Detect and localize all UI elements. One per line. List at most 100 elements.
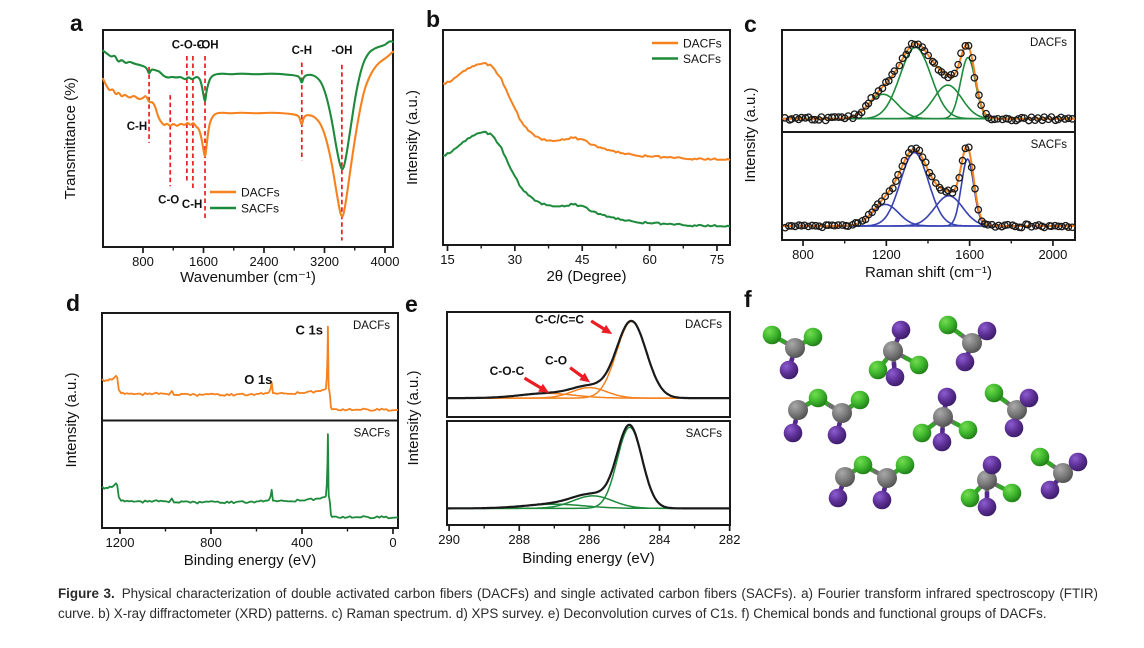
sacfs-survey-curve (101, 433, 399, 520)
raman-data-point (888, 184, 897, 193)
raman-data-point (930, 59, 939, 67)
purple-atom (779, 360, 799, 380)
raman-data-point (890, 67, 899, 76)
x-tick-label: 1200 (872, 247, 901, 262)
xrd-x-axis-title: 2θ (Degree) (546, 268, 626, 285)
raman-data-points (781, 39, 1077, 125)
raman-data-point (849, 114, 857, 123)
raman-data-point (867, 94, 876, 102)
x-tick-label: 60 (642, 252, 656, 267)
raman-data-point (902, 50, 911, 59)
purple-atom (891, 320, 911, 340)
raman-data-point (931, 179, 940, 187)
carbon-atom (933, 407, 953, 427)
green-atom (909, 355, 929, 375)
raman-data-point (900, 156, 909, 165)
raman-data-point (800, 221, 809, 230)
x-tick-label: 290 (438, 532, 460, 547)
x-tick-label: 15 (440, 252, 454, 267)
raman-data-point (787, 115, 796, 123)
raman-data-point (854, 219, 862, 227)
x-tick-label: 1600 (955, 247, 984, 262)
molecule-2 (868, 320, 929, 387)
purple-atom (977, 497, 997, 517)
green-atom (958, 420, 978, 440)
carbon-atom (1053, 463, 1073, 483)
x-tick-label: 282 (719, 532, 741, 547)
raman-data-point (964, 143, 973, 152)
figure-caption: Figure 3. Physical characterization of do… (58, 584, 1098, 624)
x-tick-label: 284 (649, 532, 671, 547)
sacfs-xrd-curve (442, 130, 731, 228)
raman-data-point (1027, 222, 1036, 231)
x-tick-label: 800 (792, 247, 814, 262)
carbon-atom (832, 403, 852, 423)
x-tick-label: 0 (389, 535, 396, 550)
raman-data-point (958, 156, 967, 165)
annotation-arrowhead (579, 372, 591, 383)
subpanel-label-sacfs: SACFs (686, 428, 723, 440)
xrd-frame (442, 29, 731, 246)
purple-atom (827, 425, 847, 445)
carbon-atom (1007, 400, 1027, 420)
purple-atom (1068, 452, 1088, 472)
carbon-atom (835, 467, 855, 487)
green-atom (803, 327, 823, 347)
c1s-envelope (447, 319, 730, 400)
raman-data-point (983, 220, 992, 229)
xrd-y-axis-title: Intensity (a.u.) (404, 90, 421, 185)
panel-f-letter: f (744, 286, 752, 312)
raman-data-point (881, 192, 890, 201)
ftir-band-label: -OH (331, 45, 352, 57)
raman-data-point (961, 42, 970, 50)
ftir-band-label: C-H (292, 45, 312, 57)
raman-data-point (877, 197, 886, 206)
x-tick-label: 400 (291, 535, 313, 550)
raman-data-point (830, 221, 839, 230)
c1s-annotation-label: C-O-C (490, 364, 525, 378)
x-tick-label: 1200 (106, 535, 135, 550)
panel-b-letter: b (426, 6, 441, 32)
purple-atom (1040, 480, 1060, 500)
raman-data-point (878, 84, 887, 93)
raman-data-points (781, 143, 1077, 232)
raman-data-point (1068, 115, 1077, 123)
raman-data-point (974, 205, 983, 214)
raman-data-point (975, 91, 983, 99)
panel-c-letter: c (744, 11, 757, 37)
subpanel-label-sacfs: SACFs (1031, 139, 1068, 151)
caption-label: Figure 3. (58, 586, 115, 601)
molecule-1 (762, 325, 823, 380)
c1s-annotation-label: C-C/C=C (535, 313, 584, 327)
raman-data-point (955, 173, 964, 182)
subpanel-label-dacfs: DACFs (353, 320, 390, 332)
raman-data-point (904, 46, 912, 55)
raman-fit-curve (782, 42, 1075, 120)
purple-atom (1004, 418, 1024, 438)
carbon-atom (962, 333, 982, 353)
purple-atom (937, 387, 957, 407)
green-atom (895, 455, 915, 475)
molecule-4 (783, 388, 870, 445)
c1s-frame-sacfs (446, 420, 731, 526)
purple-atom (872, 490, 892, 510)
raman-data-point (967, 163, 976, 172)
x-tick-label: 286 (579, 532, 601, 547)
carbon-atom (977, 470, 997, 490)
raman-data-point (1061, 115, 1069, 123)
dacfs-survey-curve (101, 325, 399, 412)
c1s-frame-dacfs (446, 311, 731, 418)
green-atom (850, 390, 870, 410)
green-atom (853, 455, 873, 475)
purple-atom (885, 367, 905, 387)
ftir-band-label: C-H (127, 121, 147, 133)
raman-data-point (957, 49, 965, 58)
x-tick-label: 45 (575, 252, 589, 267)
purple-atom (932, 432, 952, 452)
raman-data-point (894, 170, 902, 179)
raman-data-point (993, 114, 1002, 123)
raman-data-point (1064, 114, 1073, 123)
raman-data-point (1001, 221, 1009, 230)
